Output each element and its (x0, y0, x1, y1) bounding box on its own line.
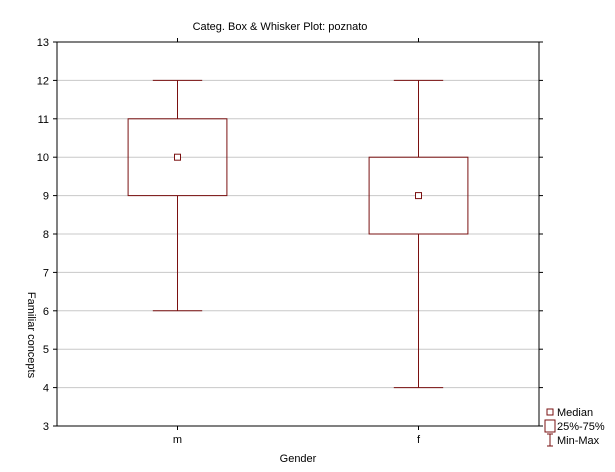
legend-label: Min-Max (557, 435, 600, 447)
y-axis-label: Familiar concepts (25, 292, 37, 379)
box-group-m (127, 79, 228, 312)
y-tick-label: 6 (43, 306, 49, 318)
legend-item: Min-Max (547, 433, 600, 447)
x-tick-label: m (173, 434, 182, 446)
x-axis-label: Gender (280, 453, 317, 465)
y-axis: 3 4 5 6 7 8 9 10 11 12 13 (37, 37, 543, 433)
median-marker (174, 153, 181, 161)
x-tick-label: f (417, 434, 421, 446)
box-iqr (127, 118, 228, 197)
legend-label: 25%-75% (557, 421, 605, 433)
y-tick-label: 11 (38, 114, 49, 126)
box-group-f (368, 79, 469, 389)
y-tick-label: 7 (43, 267, 49, 279)
median-marker (415, 192, 422, 200)
y-tick-label: 4 (43, 383, 49, 395)
y-tick-label: 12 (37, 75, 49, 87)
plot-area-frame (56, 41, 540, 427)
chart-title: Categ. Box & Whisker Plot: poznato (193, 21, 368, 33)
y-tick-label: 3 (43, 421, 49, 433)
boxes (127, 79, 469, 389)
box-iqr (368, 156, 469, 235)
y-tick-label: 8 (43, 229, 49, 241)
y-tick-label: 9 (43, 191, 49, 203)
legend-median-symbol (546, 408, 554, 416)
y-tick-label: 10 (37, 152, 49, 164)
legend-item: 25%-75% (544, 419, 605, 433)
legend-box-symbol (544, 419, 556, 433)
legend: Median 25%-75% Min-Max (544, 407, 605, 447)
legend-label: Median (557, 407, 593, 419)
y-tick-label: 13 (37, 37, 49, 49)
legend-item: Median (546, 407, 593, 419)
y-tick-label: 5 (43, 344, 49, 356)
